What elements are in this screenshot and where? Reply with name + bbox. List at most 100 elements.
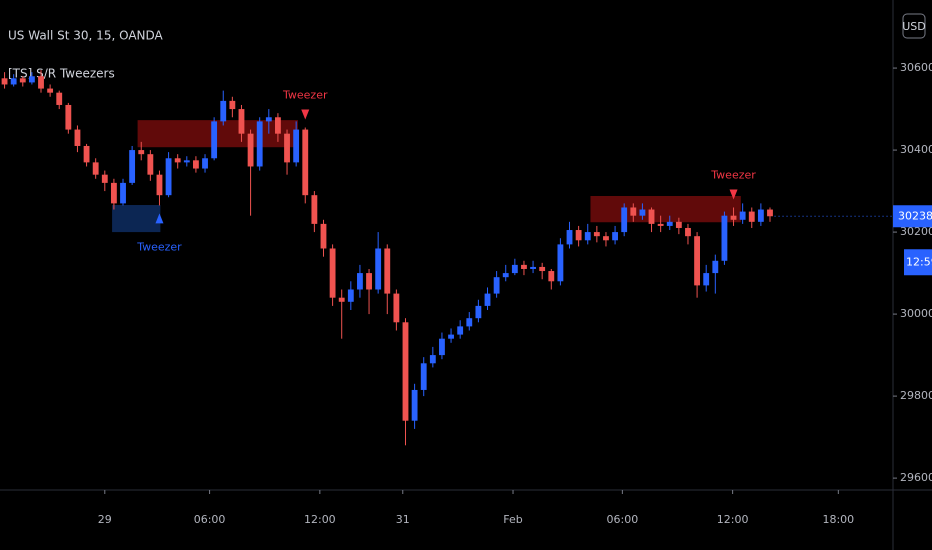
candle-body [302, 129, 309, 196]
y-tick-label: 30000.0 [900, 307, 932, 320]
candle-body [192, 160, 199, 169]
candle-body [657, 223, 664, 226]
candle-body [694, 236, 701, 286]
last-price-label: 30238.6 [898, 209, 932, 222]
candle-body [110, 182, 117, 204]
candle-body [65, 104, 72, 130]
tweezer-marker [155, 213, 164, 224]
candle-body [448, 334, 454, 339]
candle-body [484, 293, 491, 306]
candle-body [612, 232, 618, 241]
candle-body [767, 209, 773, 217]
candle-body [730, 215, 737, 220]
candle-body [666, 221, 673, 226]
candle-body [475, 305, 482, 319]
candle-body [329, 248, 336, 298]
tweezer-label: Tweezer [282, 89, 328, 102]
candle-body [293, 129, 300, 163]
candle-body [10, 78, 17, 85]
candle-body [74, 129, 81, 146]
candle-body [530, 266, 536, 269]
sr-zone [137, 120, 298, 148]
candle-body [38, 76, 44, 89]
candle-body [28, 76, 35, 83]
tweezer-label: Tweezer [136, 240, 182, 253]
chart-title: US Wall St 30, 15, OANDA [8, 29, 164, 43]
candle-body [757, 209, 764, 222]
candle-body [621, 207, 628, 233]
candle-body [347, 289, 354, 302]
y-tick-label: 30200.0 [900, 225, 932, 238]
candle-body [19, 78, 26, 83]
candle-body [92, 162, 99, 175]
candle-body [384, 248, 391, 294]
x-tick-label: 12:00 [717, 513, 749, 526]
candle-body [557, 244, 564, 282]
candle-body [165, 158, 172, 196]
candle-body [603, 236, 609, 241]
y-tick-label: 29800.0 [900, 389, 932, 402]
x-tick-label: 31 [396, 513, 410, 526]
tweezer-marker [301, 109, 310, 120]
tweezer-marker [729, 189, 738, 200]
candle-body [748, 211, 755, 222]
candle-body [284, 133, 290, 163]
candle-body [739, 211, 746, 220]
currency-label[interactable]: USD [902, 20, 926, 33]
candle-body [630, 207, 637, 216]
countdown-label: 12:59 [906, 255, 932, 268]
candle-body [220, 100, 227, 122]
tweezer-label: Tweezer [710, 168, 756, 181]
candle-body [375, 248, 382, 290]
candle-body [120, 182, 126, 204]
x-tick-label: 06:00 [607, 513, 639, 526]
currency-button[interactable] [902, 13, 926, 39]
x-tick-label: 12:00 [304, 513, 336, 526]
candle-body [129, 150, 136, 183]
y-tick-label: 30600.0 [900, 61, 932, 74]
x-tick-label: 06:00 [194, 513, 226, 526]
candle-body [648, 209, 655, 224]
candle-body [639, 209, 646, 216]
candle-body [457, 326, 464, 335]
candle-body [420, 363, 427, 390]
candle-body [357, 273, 363, 290]
x-tick-label: Feb [503, 513, 522, 526]
candle-body [183, 160, 190, 163]
candle-body [593, 232, 600, 237]
candle-body [439, 338, 445, 356]
candle-body [238, 109, 245, 134]
candle-body [275, 117, 281, 134]
candle-body [247, 133, 254, 167]
sr-zone [590, 196, 741, 223]
candle-body [265, 117, 272, 122]
candle-body [174, 158, 181, 163]
candle-body [548, 271, 555, 282]
candle-body [83, 145, 90, 163]
countdown-box [904, 249, 932, 276]
last-price-box [893, 205, 932, 228]
candle-body [47, 88, 54, 93]
candle-body [721, 215, 728, 261]
y-tick-label: 29600.0 [900, 471, 932, 484]
candle-body [311, 195, 318, 224]
candle-body [466, 318, 473, 327]
candle-body [493, 277, 500, 294]
sr-zone [112, 205, 161, 233]
candle-body [1, 78, 8, 85]
candle-body [393, 293, 400, 323]
candle-body [411, 389, 418, 421]
x-tick-label: 18:00 [822, 513, 854, 526]
candle-body [156, 174, 163, 196]
candle-body [675, 221, 682, 228]
candle-body [202, 158, 208, 169]
candle-body [138, 150, 145, 155]
candle-body [502, 273, 509, 278]
candle-body [566, 230, 573, 245]
candle-body [429, 355, 436, 364]
candle-body [521, 264, 527, 269]
candle-body [366, 273, 372, 290]
candle-body [703, 273, 710, 286]
